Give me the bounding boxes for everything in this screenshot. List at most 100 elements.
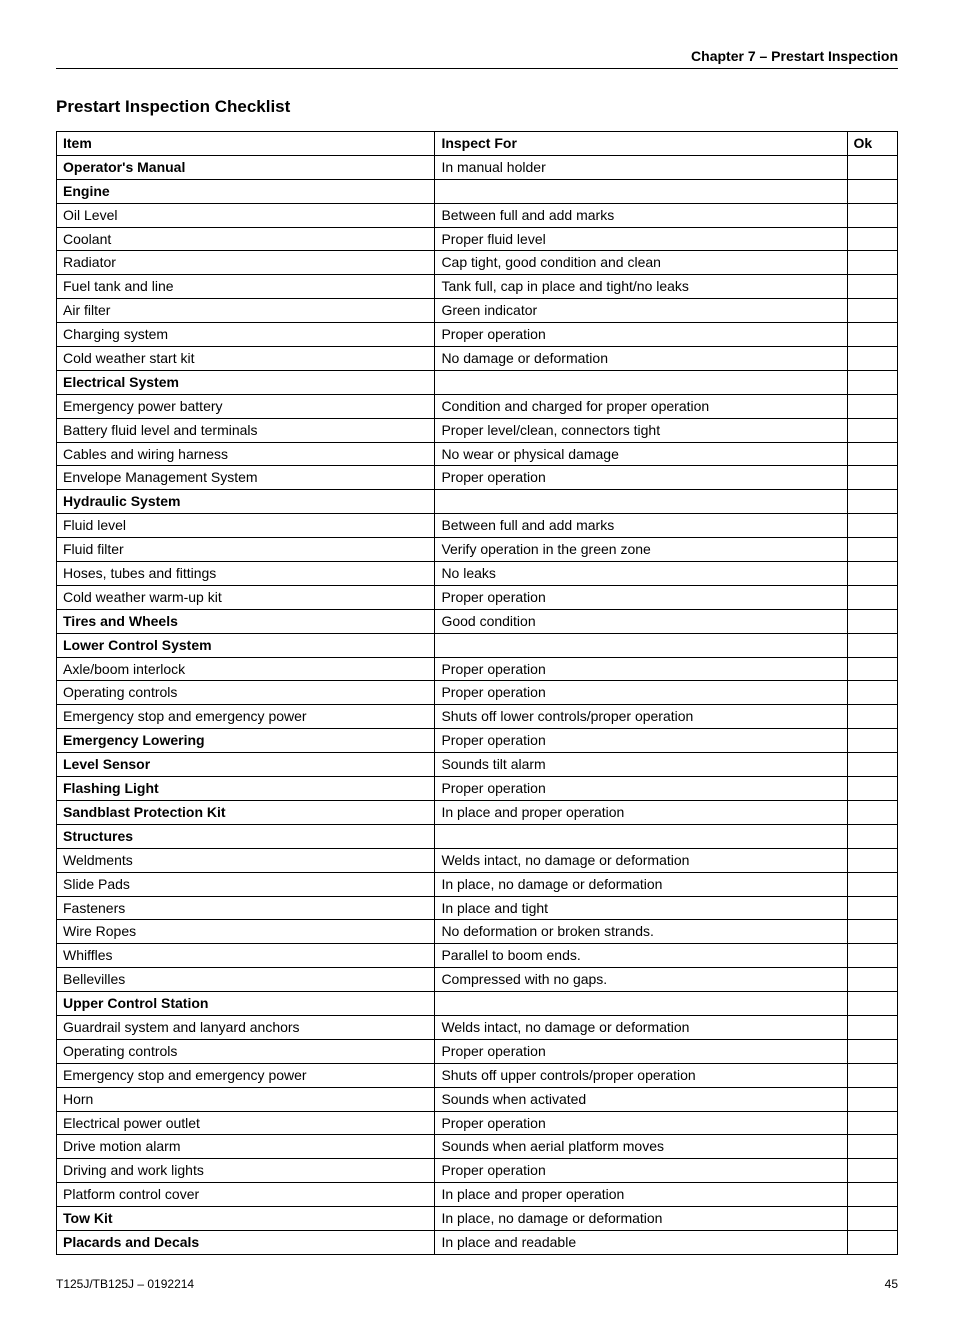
table-row: HornSounds when activated: [57, 1087, 898, 1111]
cell-inspect: Sounds when activated: [435, 1087, 847, 1111]
cell-inspect: Proper operation: [435, 1111, 847, 1135]
table-row: Hoses, tubes and fittingsNo leaks: [57, 562, 898, 586]
cell-ok: [847, 1135, 897, 1159]
cell-inspect: Proper fluid level: [435, 227, 847, 251]
cell-item: Horn: [57, 1087, 435, 1111]
cell-inspect: [435, 633, 847, 657]
table-row: Drive motion alarmSounds when aerial pla…: [57, 1135, 898, 1159]
cell-inspect: Between full and add marks: [435, 514, 847, 538]
cell-inspect: Shuts off upper controls/proper operatio…: [435, 1063, 847, 1087]
cell-inspect: No damage or deformation: [435, 347, 847, 371]
cell-item: Envelope Management System: [57, 466, 435, 490]
table-row: Cables and wiring harnessNo wear or phys…: [57, 442, 898, 466]
table-row: Air filterGreen indicator: [57, 299, 898, 323]
cell-inspect: [435, 370, 847, 394]
cell-item: Guardrail system and lanyard anchors: [57, 1015, 435, 1039]
table-row: Emergency LoweringProper operation: [57, 729, 898, 753]
cell-inspect: [435, 824, 847, 848]
table-row: RadiatorCap tight, good condition and cl…: [57, 251, 898, 275]
cell-ok: [847, 968, 897, 992]
cell-item: Operator's Manual: [57, 155, 435, 179]
cell-inspect: Proper operation: [435, 729, 847, 753]
cell-ok: [847, 442, 897, 466]
cell-inspect: Parallel to boom ends.: [435, 944, 847, 968]
table-header-row: Item Inspect For Ok: [57, 132, 898, 156]
cell-item: Axle/boom interlock: [57, 657, 435, 681]
cell-ok: [847, 944, 897, 968]
cell-item: Sandblast Protection Kit: [57, 800, 435, 824]
cell-ok: [847, 1039, 897, 1063]
cell-ok: [847, 992, 897, 1016]
cell-ok: [847, 1111, 897, 1135]
table-row: Tow KitIn place, no damage or deformatio…: [57, 1207, 898, 1231]
cell-ok: [847, 323, 897, 347]
table-row: Hydraulic System: [57, 490, 898, 514]
cell-inspect: In place, no damage or deformation: [435, 872, 847, 896]
cell-inspect: Proper operation: [435, 466, 847, 490]
table-row: Operator's ManualIn manual holder: [57, 155, 898, 179]
table-row: Oil LevelBetween full and add marks: [57, 203, 898, 227]
cell-ok: [847, 585, 897, 609]
cell-item: Operating controls: [57, 1039, 435, 1063]
cell-inspect: In place and readable: [435, 1230, 847, 1254]
cell-item: Cold weather start kit: [57, 347, 435, 371]
cell-ok: [847, 370, 897, 394]
cell-item: Level Sensor: [57, 753, 435, 777]
cell-item: Engine: [57, 179, 435, 203]
table-row: Cold weather warm-up kitProper operation: [57, 585, 898, 609]
cell-item: Slide Pads: [57, 872, 435, 896]
cell-ok: [847, 299, 897, 323]
cell-ok: [847, 562, 897, 586]
cell-ok: [847, 466, 897, 490]
cell-ok: [847, 155, 897, 179]
cell-inspect: In place and proper operation: [435, 1183, 847, 1207]
table-row: Tires and WheelsGood condition: [57, 609, 898, 633]
cell-item: Emergency Lowering: [57, 729, 435, 753]
table-row: Level SensorSounds tilt alarm: [57, 753, 898, 777]
cell-item: Oil Level: [57, 203, 435, 227]
cell-ok: [847, 347, 897, 371]
cell-inspect: Green indicator: [435, 299, 847, 323]
table-row: CoolantProper fluid level: [57, 227, 898, 251]
cell-inspect: No wear or physical damage: [435, 442, 847, 466]
cell-item: Emergency power battery: [57, 394, 435, 418]
cell-inspect: Cap tight, good condition and clean: [435, 251, 847, 275]
table-row: Fuel tank and lineTank full, cap in plac…: [57, 275, 898, 299]
cell-item: Upper Control Station: [57, 992, 435, 1016]
cell-ok: [847, 800, 897, 824]
cell-ok: [847, 896, 897, 920]
cell-ok: [847, 538, 897, 562]
cell-ok: [847, 681, 897, 705]
table-row: Placards and DecalsIn place and readable: [57, 1230, 898, 1254]
cell-inspect: Sounds tilt alarm: [435, 753, 847, 777]
cell-inspect: In manual holder: [435, 155, 847, 179]
table-row: BellevillesCompressed with no gaps.: [57, 968, 898, 992]
cell-ok: [847, 729, 897, 753]
cell-item: Coolant: [57, 227, 435, 251]
cell-inspect: No deformation or broken strands.: [435, 920, 847, 944]
table-row: Upper Control Station: [57, 992, 898, 1016]
cell-ok: [847, 920, 897, 944]
cell-ok: [847, 705, 897, 729]
table-row: FastenersIn place and tight: [57, 896, 898, 920]
table-row: Emergency stop and emergency powerShuts …: [57, 705, 898, 729]
cell-item: Hoses, tubes and fittings: [57, 562, 435, 586]
table-row: Guardrail system and lanyard anchorsWeld…: [57, 1015, 898, 1039]
cell-item: Tow Kit: [57, 1207, 435, 1231]
cell-item: Fluid level: [57, 514, 435, 538]
cell-item: Bellevilles: [57, 968, 435, 992]
table-row: Wire RopesNo deformation or broken stran…: [57, 920, 898, 944]
cell-inspect: Condition and charged for proper operati…: [435, 394, 847, 418]
cell-ok: [847, 203, 897, 227]
cell-ok: [847, 1063, 897, 1087]
table-row: Engine: [57, 179, 898, 203]
table-body: Operator's ManualIn manual holderEngineO…: [57, 155, 898, 1254]
cell-item: Emergency stop and emergency power: [57, 1063, 435, 1087]
cell-ok: [847, 824, 897, 848]
footer-doc-id: T125J/TB125J – 0192214: [56, 1277, 194, 1291]
col-item-header: Item: [57, 132, 435, 156]
table-row: Platform control coverIn place and prope…: [57, 1183, 898, 1207]
cell-inspect: In place, no damage or deformation: [435, 1207, 847, 1231]
cell-item: Whiffles: [57, 944, 435, 968]
cell-item: Operating controls: [57, 681, 435, 705]
